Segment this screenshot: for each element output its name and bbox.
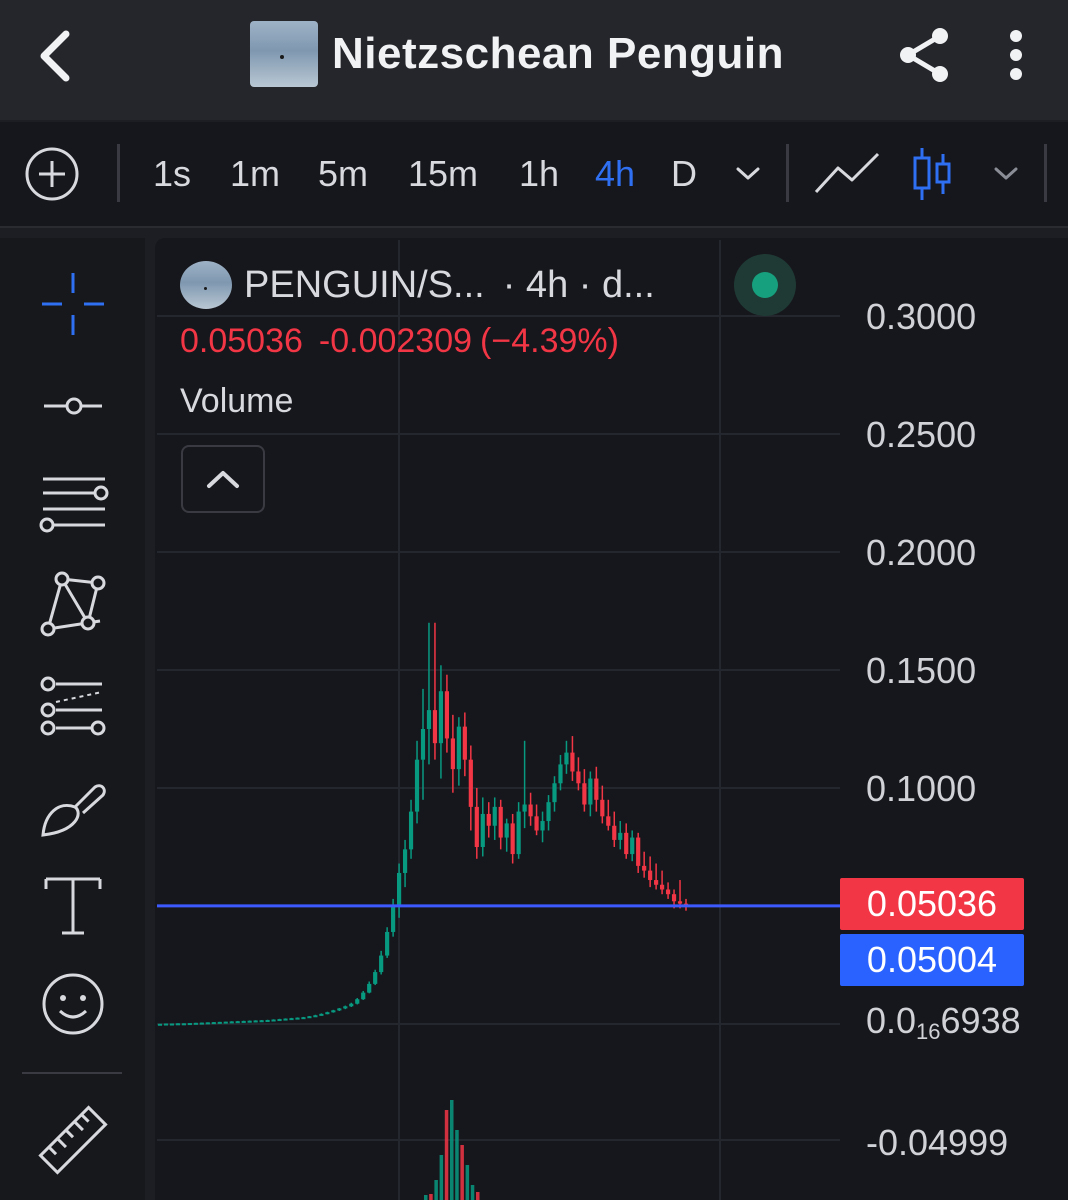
chart-legend-symbol[interactable]: PENGUIN/S... · 4h · d... <box>180 260 655 310</box>
interval-5m[interactable]: 5m <box>318 153 369 194</box>
line-price-tag: 0.05004 <box>840 934 1024 986</box>
text-icon <box>44 877 102 935</box>
toolbar-divider <box>786 144 789 202</box>
interval-1h[interactable]: 1h <box>519 153 560 194</box>
candlestick-icon <box>913 148 951 200</box>
legend-values: 0.05036 -0.002309 (−4.39%) <box>180 322 635 361</box>
interval-15m[interactable]: 15m <box>408 153 479 194</box>
page-title: Nietzschean Penguin <box>332 29 785 78</box>
symbol-name: PENGUIN/S... <box>244 263 485 306</box>
chevron-down-icon <box>736 167 760 180</box>
market-status[interactable] <box>734 254 796 316</box>
y-axis-label-small: 0.0166938 <box>866 1000 1021 1045</box>
status-indicator <box>752 272 778 298</box>
parallel-lines-tool[interactable] <box>30 464 116 544</box>
y-axis-label: 0.2000 <box>866 532 977 573</box>
price-change-pct: (−4.39%) <box>480 322 619 360</box>
share-icon <box>900 28 948 82</box>
fib-lines-icon <box>40 676 106 736</box>
share-button[interactable] <box>896 26 952 84</box>
emoji-tool[interactable] <box>30 964 116 1044</box>
interval-d[interactable]: D <box>671 153 697 194</box>
chart-toolbar: 1s 1m 5m 15m 1h 4h D <box>0 122 1068 228</box>
horizontal-line-tool[interactable] <box>30 366 116 446</box>
chevron-up-icon <box>207 471 239 488</box>
symbol-image <box>180 261 232 309</box>
brush-icon <box>41 784 106 837</box>
y-axis-label: -0.04999 <box>866 1122 1009 1163</box>
token-image <box>250 21 318 87</box>
y-axis-label: 0.1000 <box>866 768 977 809</box>
line-chart-icon <box>814 152 880 194</box>
ruler-tool[interactable] <box>30 1100 116 1180</box>
chart-type-dropdown[interactable] <box>992 122 1020 226</box>
chart-area[interactable] <box>155 238 1068 1200</box>
more-button[interactable] <box>996 28 1036 84</box>
y-axis-label: 0.3000 <box>866 296 977 337</box>
y-axis-small-suffix: 6938 <box>940 1000 1021 1041</box>
chevron-down-icon <box>994 167 1018 180</box>
toolbar-divider <box>1044 144 1047 202</box>
chevron-left-icon <box>40 30 70 82</box>
symbol-meta: · 4h · d... <box>502 263 655 306</box>
interval-1s[interactable]: 1s <box>153 153 192 194</box>
last-price-tag: 0.05036 <box>840 878 1024 930</box>
y-axis-small-zeros: 16 <box>916 1019 941 1044</box>
text-tool[interactable] <box>30 866 116 946</box>
more-vertical-icon <box>1010 30 1022 80</box>
last-price: 0.05036 <box>180 322 303 360</box>
horizontal-line-icon <box>44 397 102 415</box>
collapse-legend-button[interactable] <box>181 445 265 513</box>
ruler-icon <box>38 1105 108 1175</box>
y-axis-label: 0.1500 <box>866 650 977 691</box>
token-header: Nietzschean Penguin <box>250 20 784 88</box>
add-indicator-button[interactable] <box>24 122 80 226</box>
pattern-icon <box>40 571 106 637</box>
interval-dropdown[interactable] <box>734 122 762 226</box>
back-button[interactable] <box>28 24 88 88</box>
fib-lines-tool[interactable] <box>30 666 116 746</box>
emoji-icon <box>42 973 104 1035</box>
crosshair-tool[interactable] <box>30 264 116 344</box>
plus-circle-icon <box>25 147 79 201</box>
toolbar-divider <box>117 144 120 202</box>
interval-1m[interactable]: 1m <box>230 153 281 194</box>
y-axis-small-prefix: 0.0 <box>866 1000 917 1041</box>
crosshair-icon <box>42 273 104 335</box>
pattern-tool[interactable] <box>30 564 116 644</box>
interval-4h[interactable]: 4h <box>595 153 636 194</box>
parallel-lines-icon <box>39 477 109 533</box>
app-bar: Nietzschean Penguin <box>0 0 1068 120</box>
brush-tool[interactable] <box>30 766 116 846</box>
price-change: -0.002309 <box>318 322 473 360</box>
y-axis-label: 0.2500 <box>866 414 977 455</box>
chart-type-candles-button[interactable] <box>910 122 954 226</box>
sidebar-divider <box>22 1072 122 1074</box>
volume-label[interactable]: Volume <box>180 382 294 420</box>
chart-type-line-button[interactable] <box>814 122 880 226</box>
